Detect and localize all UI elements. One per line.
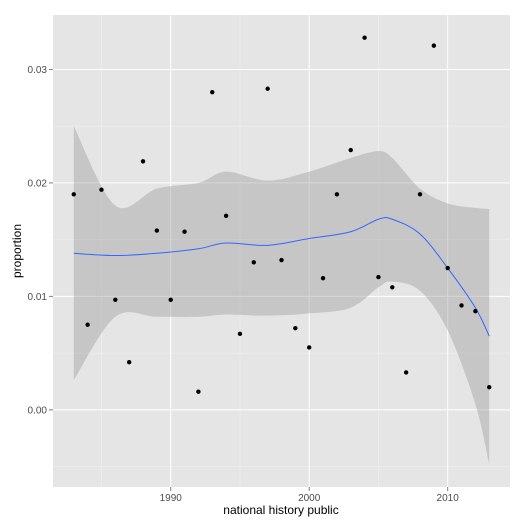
data-point <box>459 303 464 308</box>
data-point <box>473 308 478 314</box>
data-point <box>334 192 340 197</box>
data-point <box>306 345 312 350</box>
data-point <box>487 384 492 390</box>
x-tick-label: 2010 <box>437 493 460 504</box>
data-point <box>168 297 173 302</box>
data-point <box>403 370 409 375</box>
data-point <box>390 285 395 290</box>
data-point <box>431 43 437 48</box>
data-point <box>237 331 243 337</box>
panel-background <box>53 15 510 487</box>
y-tick-label: 0.00 <box>28 405 48 416</box>
y-tick-label: 0.03 <box>28 65 48 76</box>
confidence-ribbon <box>73 126 490 465</box>
y-axis: 0.00 0.01 0.02 0.03 <box>28 65 53 416</box>
confidence-ribbon-layer <box>73 126 490 465</box>
data-point <box>85 322 90 327</box>
data-point <box>182 229 187 234</box>
points-layer <box>71 35 492 394</box>
data-point <box>445 265 450 271</box>
data-point <box>113 297 118 302</box>
y-tick-label: 0.02 <box>28 178 48 189</box>
data-point <box>71 192 76 197</box>
data-point <box>320 276 326 281</box>
data-point <box>126 359 132 365</box>
smooth-line-layer <box>73 217 490 337</box>
y-axis-title: proportion <box>10 224 24 278</box>
data-point <box>376 274 381 280</box>
data-point <box>279 257 284 263</box>
data-point <box>223 213 229 219</box>
data-point <box>99 187 104 192</box>
x-axis-title: national history public <box>223 503 338 517</box>
x-tick-label: 2000 <box>298 493 321 504</box>
data-point <box>293 325 298 331</box>
y-tick-label: 0.01 <box>28 292 48 303</box>
x-axis: 1990 2000 2010 <box>160 487 460 504</box>
smooth-line <box>73 217 490 337</box>
data-point <box>154 228 160 233</box>
data-point <box>265 86 270 91</box>
x-tick-label: 1990 <box>160 493 183 504</box>
data-point <box>140 159 146 164</box>
data-point <box>362 35 367 40</box>
data-point <box>210 89 215 95</box>
grid <box>53 15 510 487</box>
data-point <box>417 192 423 197</box>
data-point <box>251 260 257 265</box>
data-point <box>348 147 353 153</box>
data-point <box>196 389 201 394</box>
